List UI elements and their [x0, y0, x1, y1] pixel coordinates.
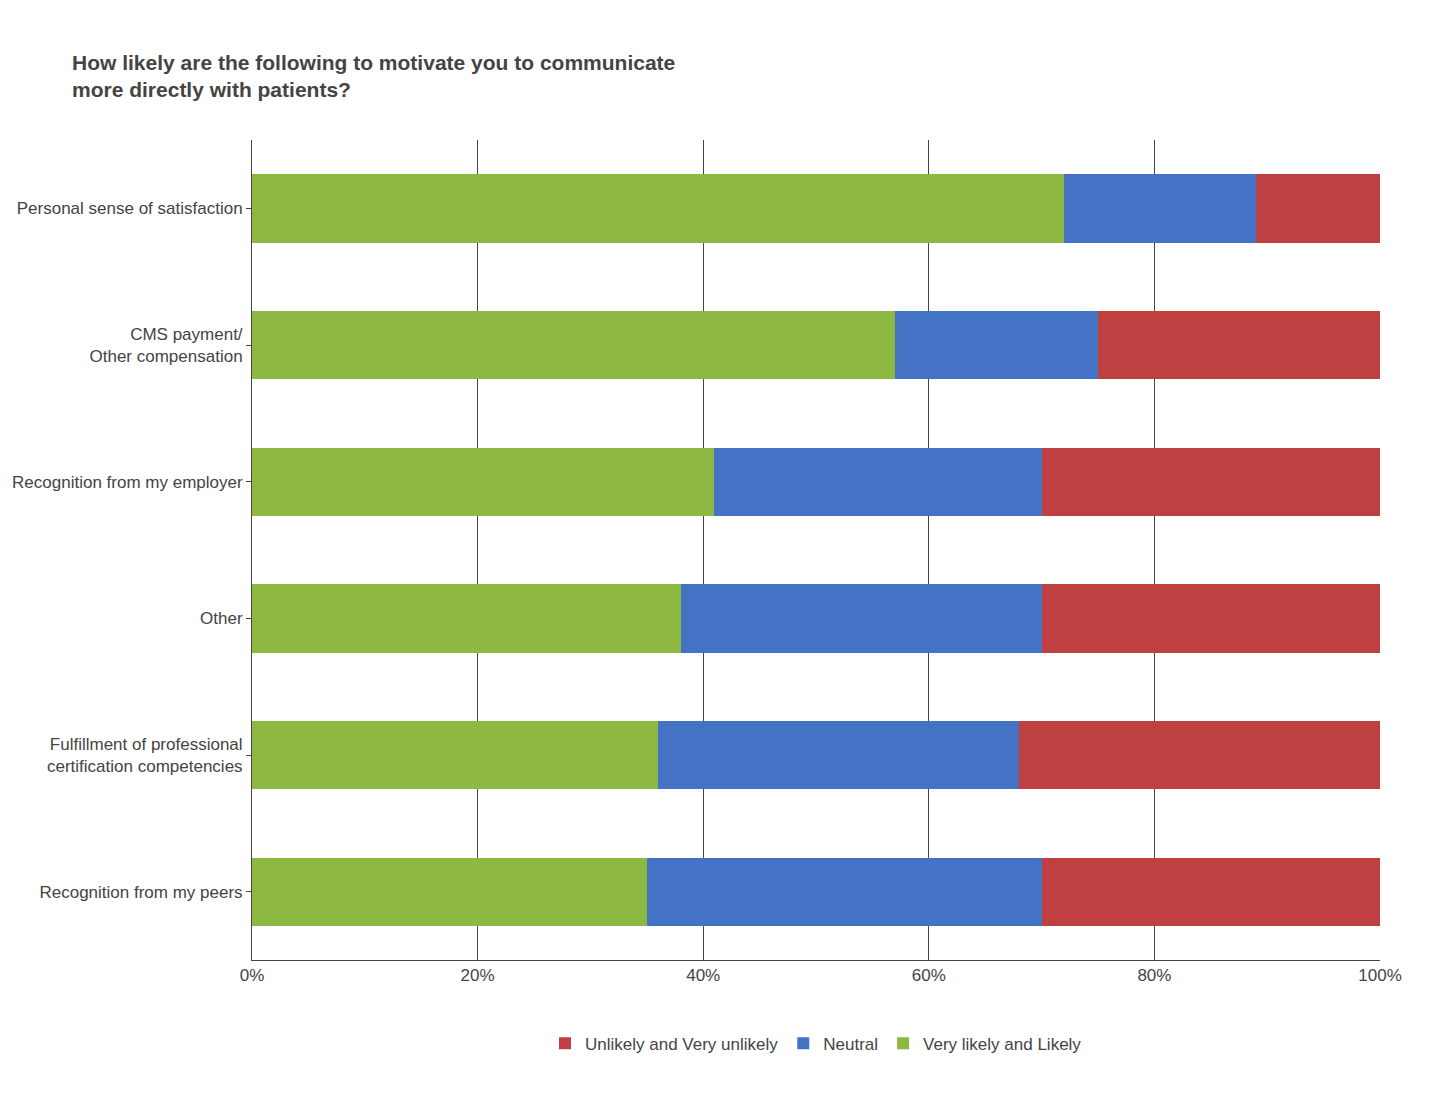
svg-text:80%: 80%: [1137, 966, 1171, 985]
svg-text:100%: 100%: [1358, 966, 1401, 985]
svg-text:How likely are the following t: How likely are the following to motivate…: [72, 51, 675, 101]
svg-text:Other: Other: [200, 609, 243, 628]
svg-text:Very likely and Likely: Very likely and Likely: [923, 1035, 1081, 1054]
svg-text:Neutral: Neutral: [823, 1035, 878, 1054]
svg-text:20%: 20%: [461, 966, 495, 985]
svg-text:Fulfillment of professionalcer: Fulfillment of professionalcertification…: [47, 735, 243, 776]
svg-text:0%: 0%: [240, 966, 265, 985]
svg-text:60%: 60%: [912, 966, 946, 985]
svg-text:Unlikely and Very unlikely: Unlikely and Very unlikely: [585, 1035, 778, 1054]
svg-text:Recognition from my peers: Recognition from my peers: [39, 883, 242, 902]
svg-text:Recognition from my employer: Recognition from my employer: [12, 473, 243, 492]
svg-text:Personal sense of satisfaction: Personal sense of satisfaction: [17, 199, 243, 218]
svg-text:40%: 40%: [686, 966, 720, 985]
svg-text:CMS payment/Other compensation: CMS payment/Other compensation: [90, 325, 243, 366]
